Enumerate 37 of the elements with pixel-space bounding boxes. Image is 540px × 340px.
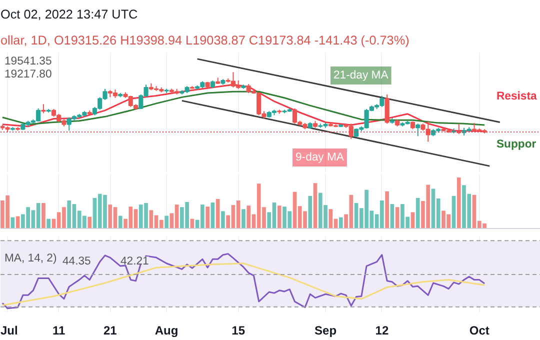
text: 19541.35 <box>4 56 52 68</box>
annotation: 44.35 <box>62 256 91 268</box>
annotation: 42.21 <box>120 256 149 268</box>
bar <box>277 206 282 228</box>
bar <box>206 206 210 228</box>
bar <box>313 183 318 228</box>
x-tick-label: 15 <box>232 324 246 338</box>
candlestick <box>384 94 390 124</box>
x-tick-label: Oct <box>469 324 490 338</box>
annotation: MA, 14, 2) <box>4 252 57 264</box>
x-tick-label: 12 <box>375 324 389 338</box>
x-tick-label: Sep <box>314 324 337 338</box>
bar <box>118 216 122 228</box>
text: 9-day MA <box>296 152 344 164</box>
annotation: Suppor <box>496 138 537 150</box>
x-tick-label: Aug <box>154 324 178 338</box>
bar <box>88 216 92 228</box>
x-tick-label: 21 <box>103 324 118 338</box>
x-tick-label: 11 <box>52 324 66 338</box>
x-tick-label: Jul <box>0 324 18 338</box>
candlestick <box>416 123 420 137</box>
chart-subtitle: ollar, 1D, O19315.26 H19398.94 L19038.87 C19173.84 -141.43 (-0.73%) <box>0 34 410 48</box>
bar <box>456 178 461 228</box>
bar <box>221 211 225 228</box>
annotation: 19217.80 <box>4 68 52 80</box>
bar <box>385 191 389 228</box>
chart-title: Oct 02, 2022 13:47 UTC <box>0 8 138 22</box>
bar <box>308 196 312 228</box>
bar <box>42 203 46 228</box>
bar <box>164 216 168 228</box>
annotation: Resista <box>496 90 538 102</box>
bar <box>416 198 420 228</box>
annotation: 21-day MA <box>334 70 389 82</box>
bar <box>46 218 51 228</box>
bar <box>338 217 343 228</box>
candlestick <box>41 104 46 114</box>
bar <box>242 209 246 228</box>
